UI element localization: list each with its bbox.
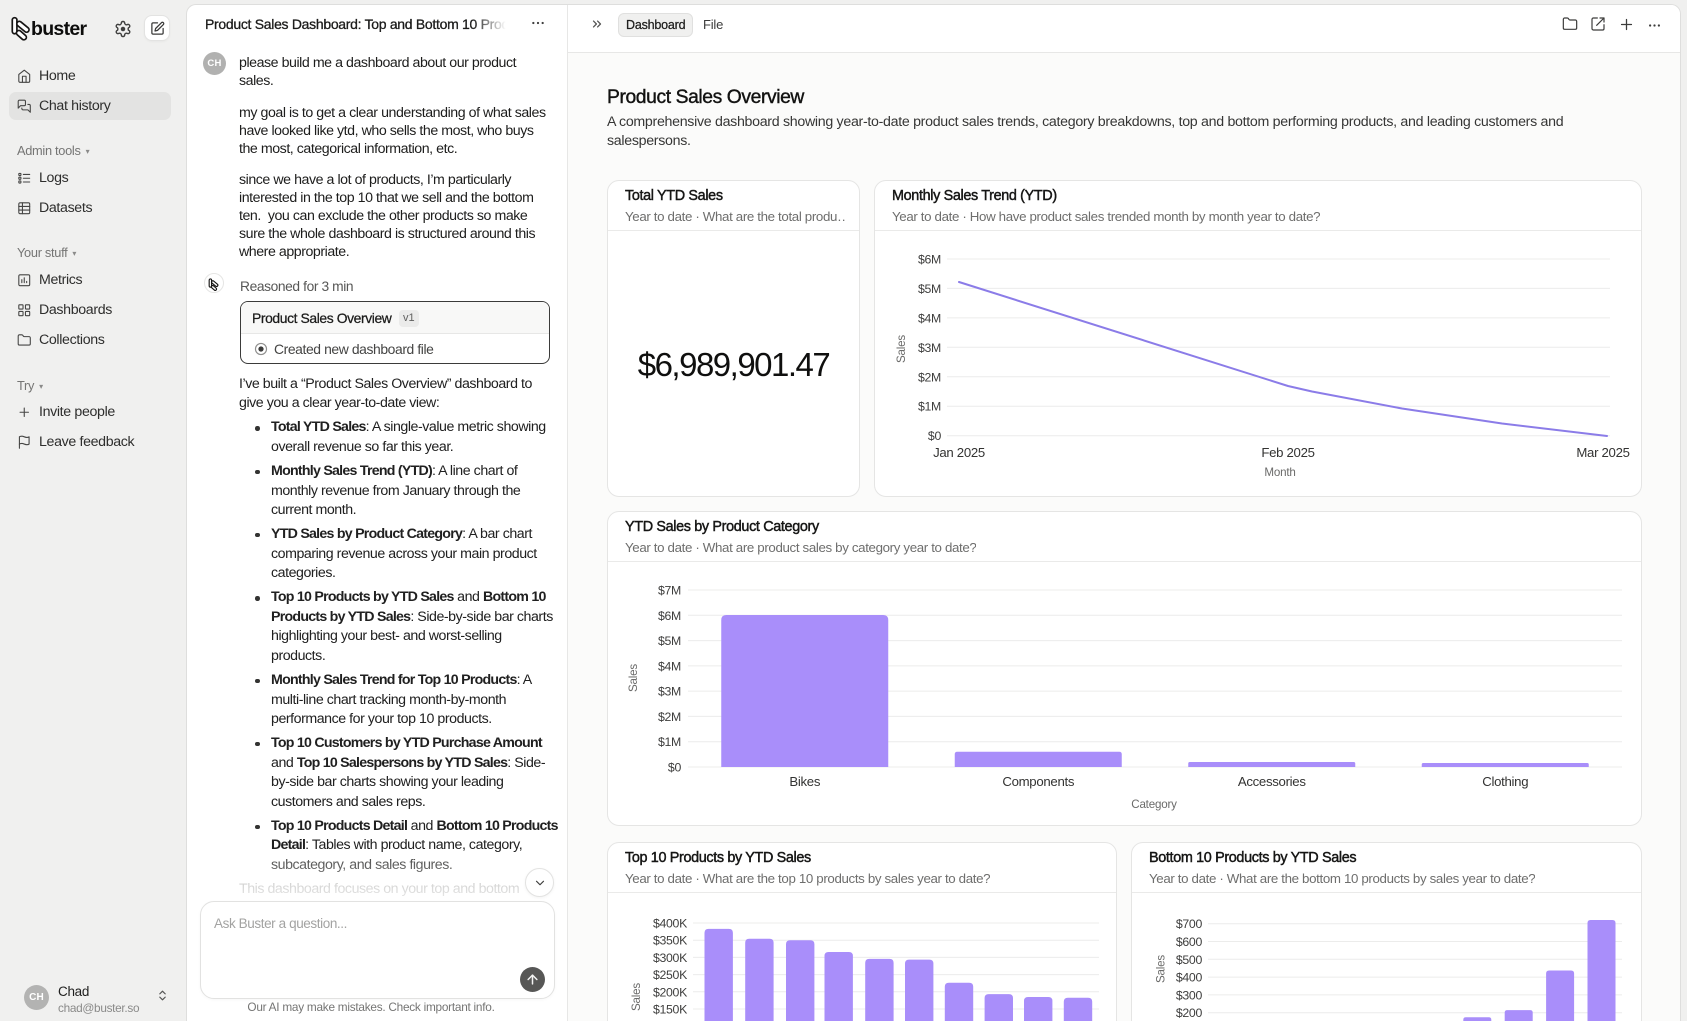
svg-text:Clothing: Clothing <box>1482 774 1528 789</box>
svg-text:Jan 2025: Jan 2025 <box>933 445 985 460</box>
svg-text:Accessories: Accessories <box>1238 774 1306 789</box>
svg-text:$400K: $400K <box>653 917 688 931</box>
svg-text:Sales: Sales <box>1155 955 1168 983</box>
svg-text:$250K: $250K <box>653 968 688 982</box>
svg-text:$7M: $7M <box>658 584 681 598</box>
svg-text:Mar 2025: Mar 2025 <box>1576 445 1629 460</box>
svg-text:Components: Components <box>1002 774 1074 789</box>
svg-text:$4M: $4M <box>918 311 941 325</box>
svg-text:$200: $200 <box>1176 1006 1203 1020</box>
svg-text:$100K: $100K <box>653 1020 688 1021</box>
svg-text:$700: $700 <box>1176 917 1203 931</box>
svg-text:Sales: Sales <box>627 664 640 692</box>
svg-text:Feb 2025: Feb 2025 <box>1261 445 1314 460</box>
svg-text:$300K: $300K <box>653 951 688 965</box>
svg-text:$5M: $5M <box>918 282 941 296</box>
svg-text:$6M: $6M <box>918 253 941 267</box>
svg-text:$1M: $1M <box>918 400 941 414</box>
svg-text:$0: $0 <box>928 429 942 443</box>
svg-text:Category: Category <box>1131 798 1177 811</box>
svg-text:$3M: $3M <box>918 341 941 355</box>
svg-text:$4M: $4M <box>658 659 681 673</box>
svg-text:Sales: Sales <box>895 335 908 363</box>
svg-text:Month: Month <box>1264 466 1295 479</box>
svg-text:Bikes: Bikes <box>789 774 820 789</box>
svg-text:$400: $400 <box>1176 971 1203 985</box>
svg-text:$1M: $1M <box>658 735 681 749</box>
svg-text:$200K: $200K <box>653 985 688 999</box>
svg-text:$350K: $350K <box>653 934 688 948</box>
svg-text:Sales: Sales <box>630 983 643 1011</box>
svg-text:$3M: $3M <box>658 685 681 699</box>
svg-text:$0: $0 <box>668 761 682 775</box>
svg-text:$2M: $2M <box>918 370 941 384</box>
svg-text:$150K: $150K <box>653 1003 688 1017</box>
svg-text:$2M: $2M <box>658 710 681 724</box>
svg-text:$6M: $6M <box>658 609 681 623</box>
svg-text:$5M: $5M <box>658 634 681 648</box>
svg-text:$500: $500 <box>1176 953 1203 967</box>
svg-text:$300: $300 <box>1176 988 1203 1002</box>
svg-text:$600: $600 <box>1176 935 1203 949</box>
